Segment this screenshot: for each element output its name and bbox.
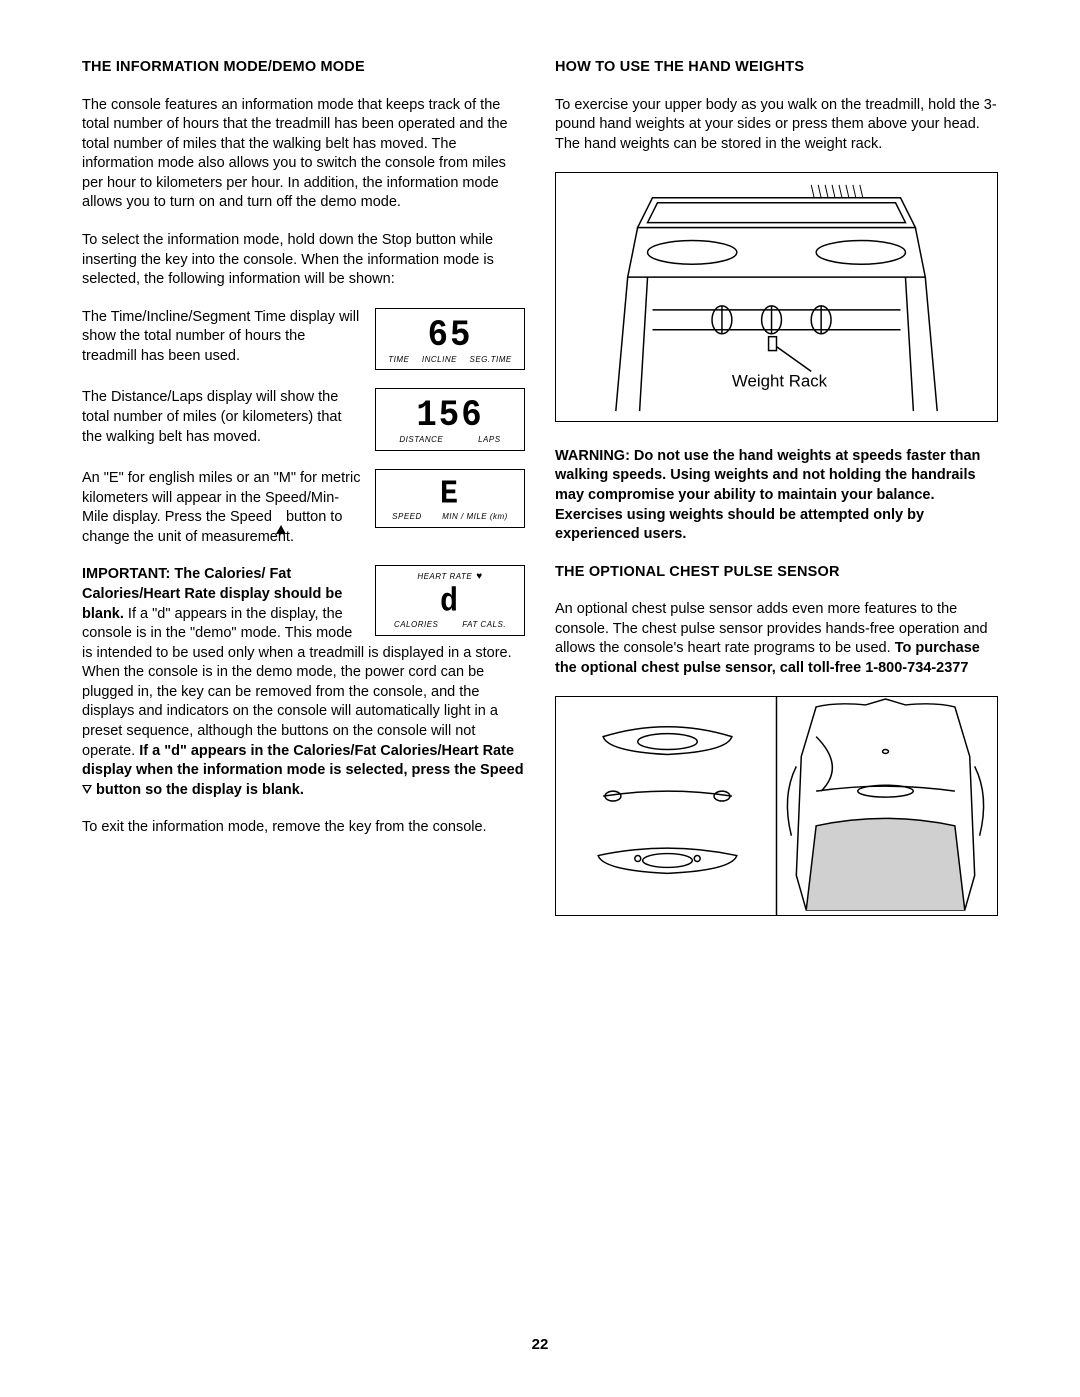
lcd-box-speed: E SPEED MIN / MILE (km) (375, 469, 525, 528)
warning-paragraph: WARNING: Do not use the hand weights at … (555, 447, 998, 545)
display-row-time: The Time/Incline/Segment Time display wi… (82, 308, 525, 371)
triangle-up-icon (276, 509, 286, 534)
heading-chest-pulse: THE OPTIONAL CHEST PULSE SENSOR (555, 563, 998, 583)
page-number: 22 (0, 1335, 1080, 1355)
treadmill-illustration: Weight Rack (555, 172, 998, 422)
weight-rack-label: Weight Rack (732, 372, 828, 391)
heading-info-mode: THE INFORMATION MODE/DEMO MODE (82, 58, 525, 78)
lcd-labels-speed: SPEED MIN / MILE (km) (376, 512, 524, 523)
lcd-value-time: 65 (376, 317, 524, 354)
lcd-box-time: 65 TIME INCLINE SEG.TIME (375, 308, 525, 371)
important-bold-pre: If a "d" appears in the Calories/Fat Cal… (82, 743, 524, 779)
heart-icon: ♥ (476, 570, 482, 584)
display-desc-distance: The Distance/Laps display will show the … (82, 388, 363, 447)
lcd-value-speed: E (376, 479, 524, 512)
paragraph-intro: The console features an information mode… (82, 96, 525, 213)
heading-hand-weights: HOW TO USE THE HAND WEIGHTS (555, 58, 998, 78)
lcd-labels-distance: DISTANCE LAPS (376, 435, 524, 446)
paragraph-hand-weights: To exercise your upper body as you walk … (555, 96, 998, 155)
lcd-box-distance: 156 DISTANCE LAPS (375, 388, 525, 451)
display-row-speed: An "E" for english miles or an "M" for m… (82, 469, 525, 547)
chest-sensor-illustration (555, 696, 998, 916)
right-column: HOW TO USE THE HAND WEIGHTS To exercise … (555, 58, 998, 941)
display-row-distance: The Distance/Laps display will show the … (82, 388, 525, 451)
paragraph-chest-pulse: An optional chest pulse sensor adds even… (555, 600, 998, 678)
display-desc-speed: An "E" for english miles or an "M" for m… (82, 469, 363, 547)
paragraph-exit: To exit the information mode, remove the… (82, 818, 525, 838)
display-row-calories: HEART RATE ♥ d CALORIES FAT CALS. IMPORT… (82, 565, 525, 800)
important-bold-post: button so the display is blank. (92, 782, 304, 798)
two-column-layout: THE INFORMATION MODE/DEMO MODE The conso… (82, 58, 998, 941)
left-column: THE INFORMATION MODE/DEMO MODE The conso… (82, 58, 525, 941)
lcd-box-calories: HEART RATE ♥ d CALORIES FAT CALS. (375, 565, 525, 635)
lcd-value-distance: 156 (376, 398, 524, 435)
lcd-value-calories: d (376, 586, 524, 619)
lcd-top-label-heartrate: HEART RATE ♥ (376, 570, 524, 584)
display-desc-time: The Time/Incline/Segment Time display wi… (82, 308, 363, 367)
triangle-down-icon (82, 785, 92, 794)
paragraph-select: To select the information mode, hold dow… (82, 231, 525, 290)
